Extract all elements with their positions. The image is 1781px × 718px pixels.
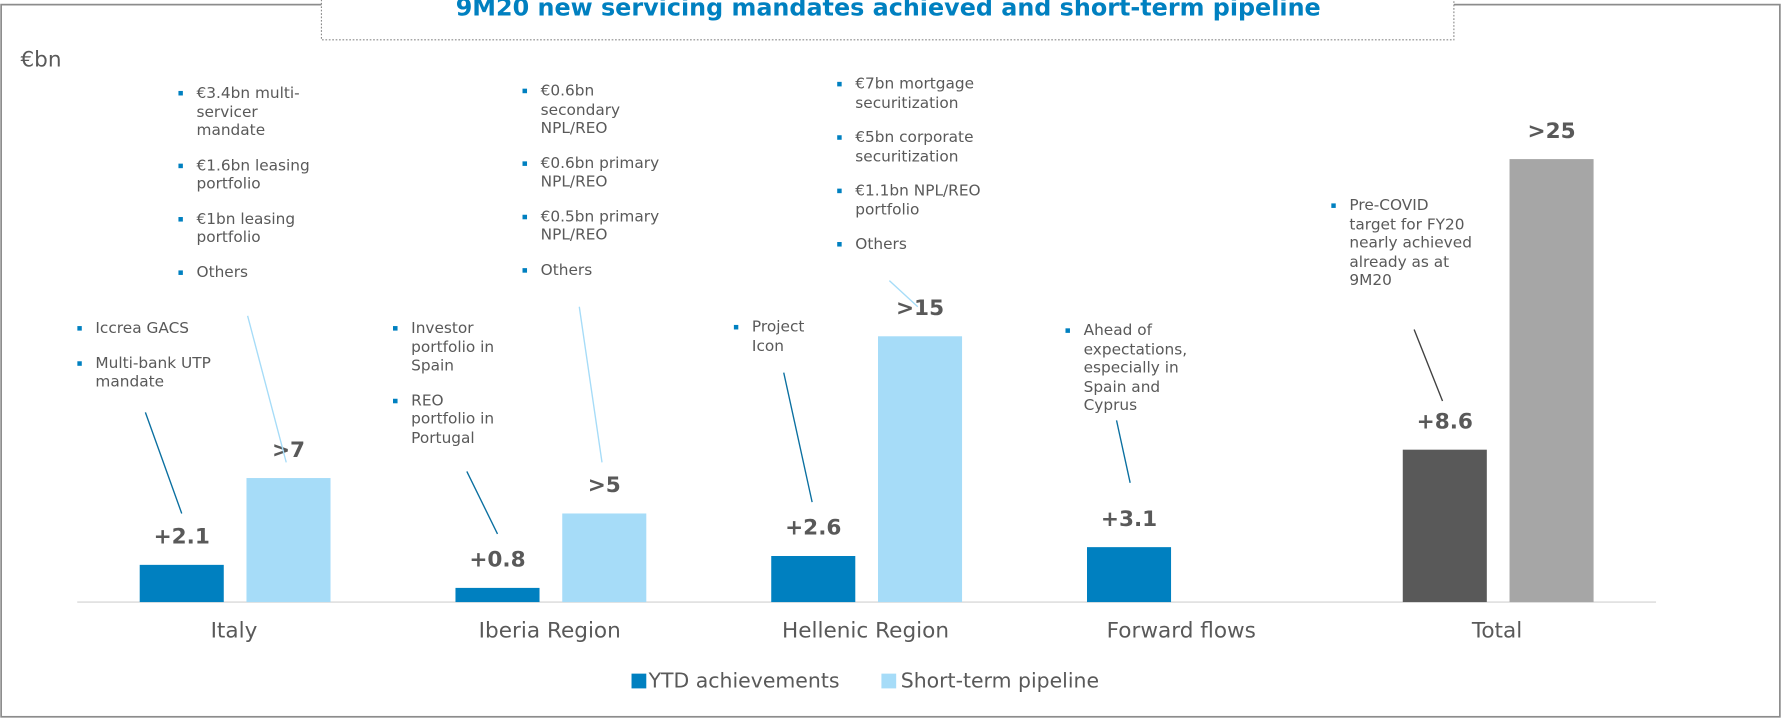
legend-label: YTD achievements (648, 669, 840, 693)
bar (246, 478, 331, 603)
annotation-bullet: Others (522, 261, 675, 280)
value-label: >15 (896, 296, 944, 321)
value-label: >25 (1528, 119, 1576, 144)
leader-line (144, 412, 183, 514)
x-tick-label: Hellenic Region (782, 619, 949, 644)
value-label: +2.1 (154, 525, 210, 550)
chart-title: 9M20 new servicing mandates achieved and… (456, 0, 1321, 22)
value-label: +2.6 (785, 516, 841, 541)
bar (1087, 547, 1172, 603)
annotation-bullet: €1.1bn NPL/REO portfolio (837, 182, 1002, 219)
annotation-bullet: €0.6bn primary NPL/REO (522, 154, 675, 191)
value-label: +0.8 (469, 548, 525, 573)
bar (455, 587, 540, 603)
bar (878, 336, 963, 603)
annotation-bullet: Others (837, 235, 1002, 254)
annotation-list: Investor portfolio in Spain REO portfolio… (393, 319, 507, 447)
annotation-bullet: Project Icon (733, 318, 825, 355)
annotation: Pre-COVID target for FY20 nearly achieve… (1331, 197, 1473, 291)
bar (1509, 159, 1594, 603)
bar (1402, 449, 1487, 603)
legend-label: Short-term pipeline (901, 669, 1099, 693)
bar (139, 564, 224, 603)
unit-label: €bn (20, 47, 61, 72)
annotation-list: Iccrea GACS Multi-bank UTP mandate (77, 319, 225, 391)
annotation-bullet: Investor portfolio in Spain (393, 319, 507, 375)
leader-line (246, 315, 287, 463)
annotation-bullet: €1bn leasing portfolio (178, 210, 320, 247)
legend-swatch (881, 673, 897, 689)
annotation: Iccrea GACS Multi-bank UTP mandate (77, 319, 225, 391)
value-label: >5 (588, 473, 621, 498)
value-label: +8.6 (1417, 409, 1473, 434)
value-label: >7 (272, 438, 305, 463)
annotation-bullet: €3.4bn multi-servicer mandate (178, 84, 320, 140)
bar (562, 513, 647, 603)
x-tick-label: Total (1471, 619, 1522, 644)
annotation: €3.4bn multi-servicer mandate €1.6bn leas… (178, 84, 320, 282)
leader-line (1115, 420, 1131, 483)
annotation-bullet: Ahead of expectations, especially in Spa… (1065, 322, 1196, 416)
x-tick-label: Forward flows (1107, 619, 1256, 644)
leader-line (783, 372, 813, 503)
leader-line (578, 306, 603, 463)
annotation-bullet: €7bn mortgage securitization (837, 75, 1002, 112)
annotation-bullet: €0.6bn secondary NPL/REO (522, 82, 675, 138)
annotation-list: €0.6bn secondary NPL/REO €0.6bn primary N… (522, 82, 675, 280)
annotation: Project Icon (733, 318, 825, 355)
leader-line (888, 280, 919, 308)
leader-line (466, 471, 499, 535)
annotation-list: Pre-COVID target for FY20 nearly achieve… (1331, 197, 1473, 291)
annotation-bullet: €5bn corporate securitization (837, 128, 1002, 165)
legend-swatch (631, 673, 647, 689)
x-tick-label: Italy (211, 619, 258, 644)
annotation-bullet: Others (178, 263, 320, 282)
annotation-bullet: Pre-COVID target for FY20 nearly achieve… (1331, 197, 1473, 291)
value-label: +3.1 (1101, 507, 1157, 532)
annotation: €0.6bn secondary NPL/REO €0.6bn primary N… (522, 82, 675, 280)
annotation-bullet: Multi-bank UTP mandate (77, 354, 225, 391)
bar (771, 556, 856, 603)
x-tick-label: Iberia Region (479, 619, 621, 644)
title-box (320, 0, 1455, 41)
annotation-list: Project Icon (733, 318, 825, 355)
annotation: Ahead of expectations, especially in Spa… (1065, 322, 1196, 416)
annotation: €7bn mortgage securitization €5bn corpora… (837, 75, 1002, 254)
annotation: Investor portfolio in Spain REO portfolio… (393, 319, 507, 447)
annotation-bullet: Iccrea GACS (77, 319, 225, 338)
annotation-list: Ahead of expectations, especially in Spa… (1065, 322, 1196, 416)
annotation-bullet: REO portfolio in Portugal (393, 391, 507, 447)
annotation-list: €7bn mortgage securitization €5bn corpora… (837, 75, 1002, 254)
annotation-list: €3.4bn multi-servicer mandate €1.6bn leas… (178, 84, 320, 282)
annotation-bullet: €0.5bn primary NPL/REO (522, 207, 675, 244)
leader-line (1413, 329, 1444, 402)
annotation-bullet: €1.6bn leasing portfolio (178, 156, 320, 193)
